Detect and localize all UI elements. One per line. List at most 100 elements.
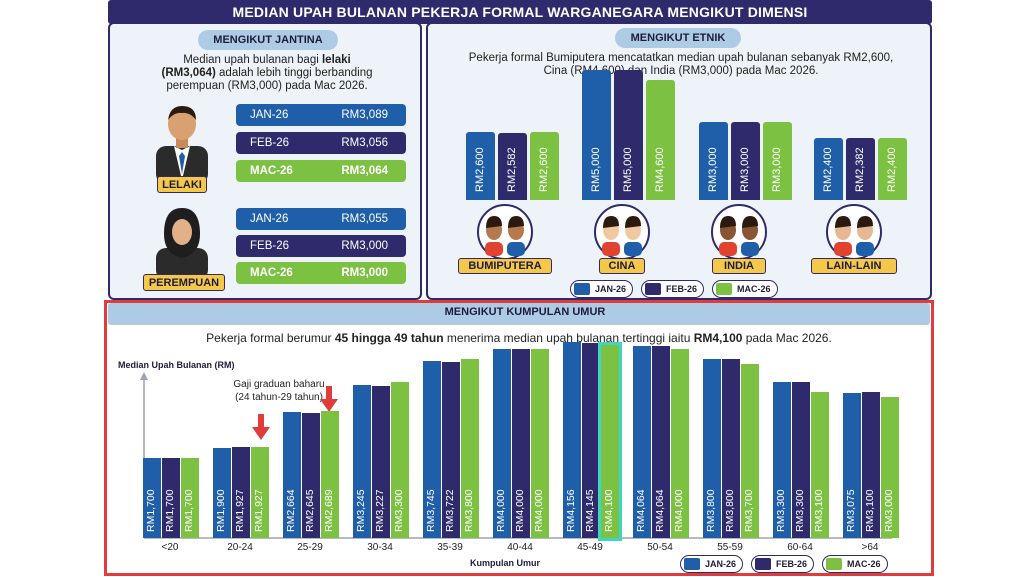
age-x-tick: 55-59 bbox=[717, 542, 743, 553]
age-bar-label: RM4,000 bbox=[673, 489, 685, 532]
age-x-tick: <20 bbox=[161, 542, 179, 553]
age-bar-label: RM1,900 bbox=[215, 489, 227, 532]
age-bar-label: RM2,664 bbox=[285, 489, 297, 532]
ethnic-bar-label: RM5,000 bbox=[590, 147, 602, 192]
age-bar-45-49-feb: RM4,145 bbox=[582, 342, 600, 538]
age-bar-35-39-mac: RM3,800 bbox=[461, 358, 479, 538]
female-jan-row: JAN-26 RM3,055 bbox=[236, 208, 406, 230]
ethnic-bar-label: RM4,600 bbox=[654, 147, 666, 192]
ethnic-bar-label: RM2,600 bbox=[538, 147, 550, 192]
age-bar-35-39-jan: RM3,745 bbox=[423, 361, 441, 538]
ethnic-description: Pekerja formal Bumiputera mencatatkan me… bbox=[468, 52, 894, 77]
female-mac-row: MAC-26 RM3,000 bbox=[236, 262, 406, 284]
gender-description: Median upah bulanan bagi lelaki (RM3,064… bbox=[161, 54, 373, 92]
age-bar-label: RM3,800 bbox=[705, 489, 717, 532]
ethnic-bar-india-jan: RM3,000 bbox=[699, 122, 728, 200]
ethnic-bar-cina-jan: RM5,000 bbox=[582, 70, 611, 200]
legend-swatch-jan bbox=[684, 558, 700, 570]
age-bar-label: RM3,300 bbox=[393, 489, 405, 532]
age-pill: MENGIKUT KUMPULAN UMUR bbox=[444, 306, 606, 318]
age-bar-label: RM3,745 bbox=[425, 489, 437, 532]
ethnic-bar-bumiputera-mac: RM2,600 bbox=[530, 132, 559, 200]
legend-mac: MAC-26 bbox=[712, 280, 778, 298]
gender-pill: MENGIKUT JANTINA bbox=[198, 30, 338, 50]
ethnic-bar-chart: RM2,600 RM2,582 RM2,600 RM5,000 RM5,000 RM4,6… bbox=[440, 70, 920, 200]
age-bar-label: RM3,227 bbox=[374, 489, 386, 532]
age-bar-label: RM3,100 bbox=[864, 489, 876, 532]
male-worker-icon bbox=[156, 106, 208, 184]
age-bar-50-54-mac: RM4,000 bbox=[671, 349, 689, 538]
age-bar-55-59-jan: RM3,800 bbox=[703, 358, 721, 538]
ethnic-pill: MENGIKUT ETNIK bbox=[615, 28, 741, 48]
legend-swatch-mac bbox=[716, 283, 733, 295]
age-panel-header bbox=[108, 303, 930, 325]
age-x-tick: 35-39 bbox=[437, 542, 463, 553]
age-bar-label: RM3,722 bbox=[444, 489, 456, 532]
ethnic-bar-label: RM2,582 bbox=[506, 147, 518, 192]
ethnic-bar-bumiputera-feb: RM2,582 bbox=[498, 132, 527, 200]
age-bar-<20-jan: RM1,700 bbox=[143, 457, 161, 538]
female-feb-row: FEB-26 RM3,000 bbox=[236, 235, 406, 257]
age-bar-25-29-feb: RM2,645 bbox=[302, 413, 320, 538]
ethnic-tag-bumiputera: BUMIPUTERA bbox=[458, 258, 552, 274]
ethnic-bar-label: RM2,400 bbox=[822, 147, 834, 192]
age-bar-label: RM3,075 bbox=[845, 489, 857, 532]
age-x-tick: >64 bbox=[861, 542, 879, 553]
age-bar-label: RM3,300 bbox=[775, 489, 787, 532]
ethnic-bar-label: RM5,000 bbox=[622, 147, 634, 192]
age-bar-label: RM4,156 bbox=[565, 489, 577, 532]
ethnic-bar-bumiputera-jan: RM2,600 bbox=[466, 132, 495, 200]
female-worker-icon bbox=[156, 208, 208, 280]
age-bar-60-64-feb: RM3,300 bbox=[792, 382, 810, 538]
age-bar->64-feb: RM3,100 bbox=[862, 391, 880, 538]
male-tag: LELAKI bbox=[157, 176, 207, 193]
age-bar-label: RM3,245 bbox=[355, 489, 367, 532]
legend-jan: JAN-26 bbox=[570, 280, 634, 298]
age-bar-45-49-jan: RM4,156 bbox=[563, 342, 581, 538]
infographic-title: MEDIAN UPAH BULANAN PEKERJA FORMAL WARGA… bbox=[108, 0, 932, 24]
age-x-tick: 50-54 bbox=[647, 542, 673, 553]
age-bar-label: RM4,000 bbox=[495, 489, 507, 532]
age-x-tick: 60-64 bbox=[787, 542, 813, 553]
age-bar-40-44-jan: RM4,000 bbox=[493, 349, 511, 538]
ethnic-bar-label: RM2,400 bbox=[886, 147, 898, 192]
age-bar-20-24-mac: RM1,927 bbox=[251, 447, 269, 538]
age-y-axis-label: Median Upah Bulanan (RM) bbox=[118, 360, 235, 370]
arrow-down-icon bbox=[252, 414, 270, 440]
age-bar-40-44-feb: RM4,000 bbox=[512, 349, 530, 538]
age-bar-label: RM1,700 bbox=[164, 489, 176, 532]
age-bar-label: RM4,000 bbox=[533, 489, 545, 532]
ethnic-tag-india: INDIA bbox=[712, 258, 766, 274]
age-x-tick: 25-29 bbox=[297, 542, 323, 553]
ethnic-bar-cina-mac: RM4,600 bbox=[646, 80, 675, 200]
age-x-tick: 40-44 bbox=[507, 542, 533, 553]
ethnic-group-lain-lain-icon bbox=[826, 204, 882, 260]
legend-swatch-feb bbox=[755, 558, 772, 570]
legend-swatch-jan bbox=[574, 283, 590, 295]
ethnic-bar-label: RM3,000 bbox=[707, 147, 719, 192]
ethnic-bar-lain-lain-jan: RM2,400 bbox=[814, 137, 843, 200]
age-bar-label: RM3,000 bbox=[883, 489, 895, 532]
legend-swatch-feb bbox=[645, 283, 662, 295]
age-bar-55-59-mac: RM3,700 bbox=[741, 363, 759, 538]
age-bar-20-24-feb: RM1,927 bbox=[232, 447, 250, 538]
ethnic-bar-lain-lain-mac: RM2,400 bbox=[878, 137, 907, 200]
male-jan-row: JAN-26 RM3,089 bbox=[236, 104, 406, 126]
ethnic-bar-label: RM3,000 bbox=[771, 147, 783, 192]
age-bar-20-24-jan: RM1,900 bbox=[213, 448, 231, 538]
ethnic-legend: JAN-26 FEB-26 MAC-26 bbox=[570, 280, 778, 298]
legend-jan: JAN-26 bbox=[680, 555, 744, 573]
male-mac-row: MAC-26 RM3,064 bbox=[236, 160, 406, 182]
age-bar-label: RM1,927 bbox=[253, 489, 265, 532]
age-bar-label: RM4,000 bbox=[514, 489, 526, 532]
ethnic-tag-lain-lain: LAIN-LAIN bbox=[811, 258, 897, 274]
age-bar-30-34-jan: RM3,245 bbox=[353, 384, 371, 538]
age-bar-25-29-mac: RM2,689 bbox=[321, 411, 339, 538]
legend-swatch-mac bbox=[826, 558, 843, 570]
ethnic-group-cina-icon bbox=[594, 204, 650, 260]
age-bar-label: RM2,645 bbox=[304, 489, 316, 532]
ethnic-tag-cina: CINA bbox=[599, 258, 645, 274]
age-bar-label: RM4,064 bbox=[635, 489, 647, 532]
age-bar->64-mac: RM3,000 bbox=[881, 396, 899, 538]
age-bar-label: RM2,689 bbox=[323, 489, 335, 532]
